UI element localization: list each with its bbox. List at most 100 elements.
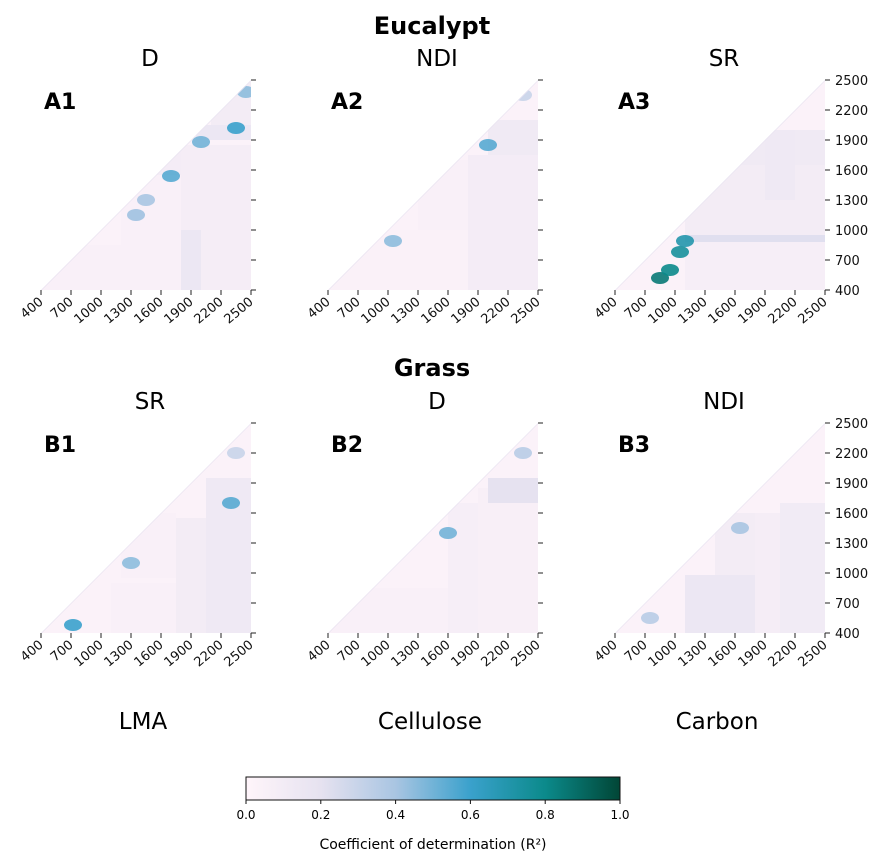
y-axis <box>251 79 256 291</box>
x-tick-label: 2500 <box>796 295 831 328</box>
y-axis: 400 700 1000 1300 1600 1900 2200 2500 <box>825 417 868 642</box>
trait-label: LMA <box>119 709 168 735</box>
panel-title: NDI <box>703 389 745 415</box>
y-tick-label: 2500 <box>835 74 868 89</box>
x-tick-label: 1000 <box>646 638 681 671</box>
heatmap-hotspot <box>676 235 694 247</box>
x-tick-label: 1600 <box>132 295 167 328</box>
x-tick-label: 1000 <box>359 638 394 671</box>
trait-label: Carbon <box>676 709 759 735</box>
diagonal-edge <box>328 423 538 633</box>
heatmap-block <box>755 513 780 633</box>
y-tick-label: 2200 <box>835 104 868 119</box>
heatmap-hotspot <box>222 497 240 509</box>
heatmap-hotspot <box>227 122 245 134</box>
x-tick-label: 1000 <box>359 295 394 328</box>
heatmap-block <box>111 583 176 633</box>
heatmap-hotspot <box>651 272 669 284</box>
heatmap-block <box>448 503 478 633</box>
x-tick-label: 400 <box>18 638 47 665</box>
heatmap-block <box>181 230 201 290</box>
x-tick-label: 400 <box>305 638 334 665</box>
heatmap-hotspot <box>192 136 210 148</box>
trait-label: Cellulose <box>378 709 482 735</box>
x-tick-label: 2500 <box>222 638 257 671</box>
panel-label: B3 <box>618 433 650 458</box>
y-tick-label: 700 <box>835 254 860 269</box>
x-tick-label: 2200 <box>192 295 227 328</box>
x-tick-label: 2500 <box>222 295 257 328</box>
heatmap-hotspot <box>64 619 82 631</box>
panel-label: A2 <box>331 90 363 115</box>
x-tick-label: 1300 <box>676 638 711 671</box>
y-axis: 400 700 1000 1300 1600 1900 2200 2500 <box>825 74 868 299</box>
panel-title: NDI <box>416 46 458 72</box>
heatmap-hotspot <box>384 235 402 247</box>
diagonal-edge <box>41 80 251 290</box>
heatmap-hotspot <box>122 557 140 569</box>
x-tick-label: 1300 <box>676 295 711 328</box>
y-tick-label: 1600 <box>835 164 868 179</box>
heatmap-hotspot <box>127 209 145 221</box>
diagonal-edge <box>328 80 538 290</box>
heatmap-block <box>685 235 825 242</box>
x-tick-label: 2500 <box>509 638 544 671</box>
heatmap-block <box>468 155 538 290</box>
section-title-grass: Grass <box>394 354 470 382</box>
heatmap-block <box>41 245 181 290</box>
y-tick-label: 700 <box>835 597 860 612</box>
y-tick-label: 1000 <box>835 567 868 582</box>
x-tick-label: 1600 <box>419 295 454 328</box>
x-tick-label: 2200 <box>192 638 227 671</box>
colorbar-tick-label: 1.0 <box>610 808 629 822</box>
x-tick-label: 1600 <box>419 638 454 671</box>
y-tick-label: 400 <box>835 627 860 642</box>
heatmap-hotspot <box>439 527 457 539</box>
x-tick-label: 2500 <box>509 295 544 328</box>
panel-title: SR <box>709 46 740 72</box>
x-tick-label: 1900 <box>162 638 197 671</box>
x-tick-label: 1000 <box>72 638 107 671</box>
y-axis <box>538 79 543 291</box>
colorbar-tick-label: 0.2 <box>311 808 330 822</box>
y-tick-label: 1000 <box>835 224 868 239</box>
diagonal-edge <box>615 423 825 633</box>
panel-label: A1 <box>44 90 76 115</box>
heatmap-block <box>488 120 538 155</box>
panel-label: B1 <box>44 433 76 458</box>
heatmap-block <box>780 503 825 633</box>
x-tick-label: 1900 <box>736 638 771 671</box>
y-axis <box>251 422 256 634</box>
heatmap-hotspot <box>137 194 155 206</box>
x-tick-label: 1300 <box>102 638 137 671</box>
x-tick-label: 2200 <box>479 295 514 328</box>
heatmap-hotspot <box>514 447 532 459</box>
y-tick-label: 1600 <box>835 507 868 522</box>
colorbar-label: Coefficient of determination (R²) <box>319 837 546 853</box>
x-tick-label: 2200 <box>766 295 801 328</box>
y-axis <box>538 422 543 634</box>
heatmap-block <box>685 242 825 290</box>
x-tick-label: 400 <box>592 638 621 665</box>
heatmap-block <box>176 518 206 633</box>
x-tick-label: 1900 <box>736 295 771 328</box>
x-tick-label: 1300 <box>389 295 424 328</box>
heatmap-hotspot <box>661 264 679 276</box>
heatmap-block <box>418 160 468 230</box>
x-tick-label: 2200 <box>479 638 514 671</box>
heatmap-hotspot <box>162 170 180 182</box>
colorbar-tick-label: 0.6 <box>461 808 480 822</box>
heatmap-block <box>715 513 755 575</box>
panel-title: SR <box>135 389 166 415</box>
